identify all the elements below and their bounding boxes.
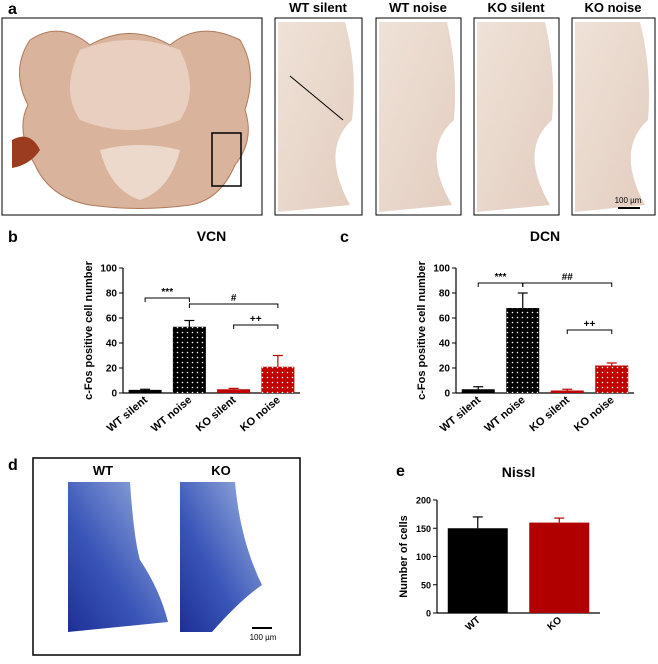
y-axis-label: c-Fos positive cell number	[83, 260, 95, 399]
bar	[128, 389, 162, 393]
scale-label: 100 µm	[615, 196, 642, 205]
y-tick-label: 0	[426, 609, 431, 619]
bar	[217, 389, 251, 393]
x-tick-label: WT	[464, 615, 483, 633]
scale-label: 100 µm	[250, 633, 277, 642]
y-tick-label: 100	[100, 264, 117, 275]
image-title: KO noise	[584, 0, 641, 15]
bar-pattern	[172, 326, 206, 393]
y-tick-label: 50	[421, 580, 431, 590]
x-tick-label: WT silent	[105, 394, 150, 435]
image-title: WT silent	[289, 0, 347, 15]
brain-image	[1, 17, 263, 216]
y-tick-label: 40	[439, 339, 451, 350]
nissl-images	[32, 457, 301, 656]
y-tick-label: 100	[416, 552, 431, 562]
x-tick-label: KO silent	[527, 394, 572, 434]
panel-label: a	[8, 1, 17, 18]
panel-label: d	[8, 457, 18, 474]
significance-label: ##	[562, 272, 574, 283]
y-tick-label: 60	[439, 314, 451, 325]
significance-label: #	[231, 293, 237, 304]
significance-label: ++	[250, 314, 262, 325]
image-title: WT	[93, 463, 113, 478]
y-tick-label: 40	[106, 339, 118, 350]
significance-bracket	[566, 329, 613, 334]
y-tick-label: 200	[416, 496, 431, 506]
significance-label: ***	[495, 272, 507, 283]
x-tick-label: KO	[546, 615, 565, 633]
y-axis-label: c-Fos positive cell number	[416, 260, 428, 399]
x-tick-label: KO noise	[572, 394, 617, 434]
y-tick-label: 0	[111, 389, 117, 400]
bar	[461, 389, 495, 393]
bar	[550, 390, 584, 393]
bar-pattern	[261, 366, 295, 393]
x-tick-label: WT noise	[483, 394, 528, 435]
x-tick-label: WT silent	[438, 394, 483, 435]
significance-bracket	[188, 303, 279, 308]
y-tick-label: 150	[416, 524, 431, 534]
panel-label: c	[340, 229, 349, 246]
image-title: KO silent	[487, 0, 545, 15]
y-tick-label: 0	[444, 389, 450, 400]
y-axis-label: Number of cells	[398, 515, 410, 598]
significance-label: ***	[161, 287, 173, 298]
x-tick-label: KO silent	[194, 394, 239, 434]
bar	[447, 528, 508, 613]
chart-title: Nissl	[502, 464, 535, 480]
y-tick-label: 20	[106, 364, 118, 375]
significance-bracket	[233, 324, 279, 329]
bar	[529, 522, 590, 613]
significance-bracket	[477, 282, 524, 287]
chart-title: VCN	[197, 228, 227, 244]
bar-pattern	[506, 308, 540, 393]
y-tick-label: 80	[106, 289, 118, 300]
significance-bracket	[522, 282, 613, 287]
y-tick-label: 20	[439, 364, 451, 375]
image-title: WT noise	[389, 0, 447, 15]
chart-title: DCN	[530, 228, 560, 244]
panel-label: b	[8, 229, 18, 246]
x-tick-label: KO noise	[238, 394, 283, 434]
section-images	[274, 17, 656, 216]
image-title: KO	[211, 463, 231, 478]
bar-pattern	[595, 365, 629, 393]
significance-label: ++	[584, 319, 596, 330]
significance-bracket	[144, 297, 190, 302]
panel-label: e	[396, 463, 405, 480]
y-tick-label: 100	[433, 264, 450, 275]
y-tick-label: 60	[106, 314, 118, 325]
y-tick-label: 80	[439, 289, 451, 300]
x-tick-label: WT noise	[149, 394, 194, 435]
